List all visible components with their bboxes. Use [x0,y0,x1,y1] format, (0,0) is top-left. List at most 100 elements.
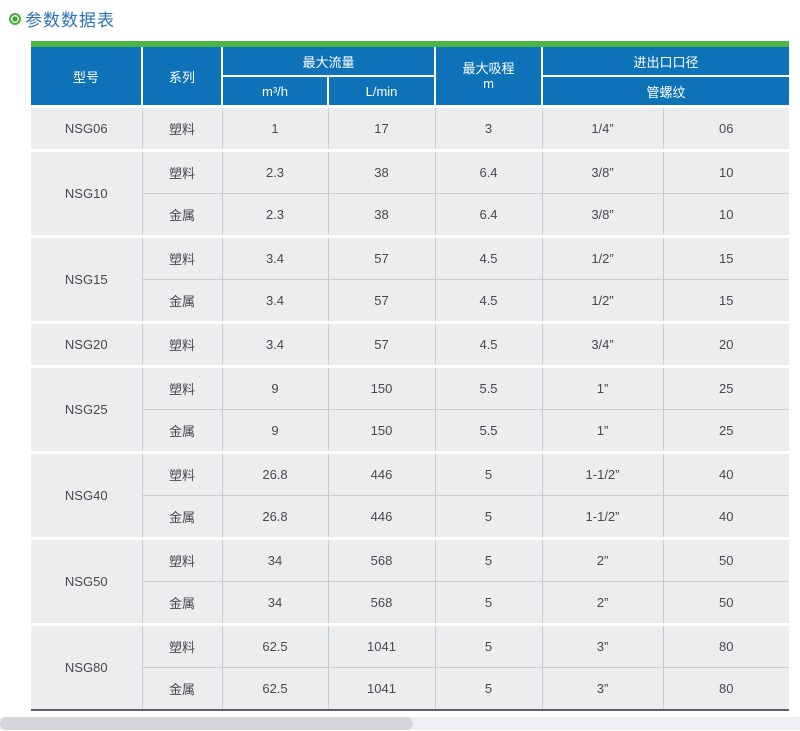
flow-m3h-cell: 62.5 [222,623,329,668]
flow-m3h-cell: 2.3 [222,193,329,237]
table-body: NSG06 塑料 1 17 3 1/4” 06 NSG10 塑料 2.3 38 … [31,105,790,710]
header-row-1: 型号 系列 最大流量 最大吸程 m 进出口口径 [31,47,790,107]
max-suction-label: 最大吸程 [462,61,515,76]
series-cell: 金属 [142,667,223,710]
thread-cell: 3/4” [542,321,664,367]
table-row-nsg50-plastic: NSG50 塑料 34 568 5 2” 50 [31,537,790,625]
code-cell: 40 [663,495,790,539]
thread-cell: 1” [542,365,664,410]
col-header-series: 系列 [142,47,223,107]
code-cell: 15 [663,235,790,280]
thread-cell: 1” [542,409,664,453]
col-header-m3h: m³/h [222,75,329,107]
flow-lmin-cell: 150 [328,409,436,453]
col-header-max-flow: 最大流量 [222,47,437,76]
flow-m3h-cell: 3.4 [222,279,329,323]
code-cell: 25 [663,409,790,453]
flow-m3h-cell: 62.5 [222,667,329,710]
suction-cell: 5 [435,537,543,582]
table-row-nsg40-metal: 金属 26.8 446 5 1-1/2” 40 [31,495,790,539]
code-cell: 06 [663,105,790,151]
thread-cell: 1/2” [542,235,664,280]
series-cell: 塑料 [142,235,223,280]
thread-cell: 2” [542,537,664,582]
suction-cell: 5 [435,667,543,710]
series-cell: 塑料 [142,149,223,194]
series-cell: 金属 [142,409,223,453]
flow-m3h-cell: 1 [222,105,329,151]
col-header-lmin: L/min [328,75,437,107]
thread-cell: 1/2” [542,279,664,323]
horizontal-scrollbar-thumb[interactable] [0,717,413,730]
table-accent-bar [31,41,789,47]
bullet-icon [9,12,21,25]
flow-lmin-cell: 1041 [328,623,436,668]
model-cell: NSG06 [31,105,143,151]
flow-lmin-cell: 150 [328,365,436,410]
thread-cell: 1-1/2” [542,451,664,496]
table-row-nsg10-plastic: NSG10 塑料 2.3 38 6.4 3/8” 10 [31,149,790,237]
model-cell: NSG15 [31,235,143,323]
suction-cell: 5 [435,451,543,496]
flow-lmin-cell: 38 [328,193,436,237]
col-header-model: 型号 [31,47,143,107]
model-cell: NSG40 [31,451,143,539]
model-cell: NSG20 [31,321,143,367]
table-row-nsg50-metal: 金属 34 568 5 2” 50 [31,581,790,625]
flow-m3h-cell: 26.8 [222,495,329,539]
table-row-nsg80-plastic: NSG80 塑料 62.5 1041 5 3” 80 [31,623,790,710]
flow-m3h-cell: 9 [222,409,329,453]
flow-m3h-cell: 34 [222,581,329,625]
code-cell: 40 [663,451,790,496]
flow-lmin-cell: 1041 [328,667,436,710]
thread-cell: 1/4” [542,105,664,151]
code-cell: 80 [663,623,790,668]
code-cell: 10 [663,193,790,237]
series-cell: 塑料 [142,537,223,582]
series-cell: 塑料 [142,623,223,668]
model-cell: NSG25 [31,365,143,453]
flow-lmin-cell: 568 [328,581,436,625]
flow-m3h-cell: 9 [222,365,329,410]
parameter-data-table: 型号 系列 最大流量 最大吸程 m 进出口口径 m³/h L/min 管螺纹 N… [31,47,790,711]
col-header-max-suction: 最大吸程 m [435,47,544,107]
model-cell: NSG80 [31,623,143,710]
flow-m3h-cell: 3.4 [222,235,329,280]
suction-cell: 5 [435,623,543,668]
table-row-nsg15-plastic: NSG15 塑料 3.4 57 4.5 1/2” 15 [31,235,790,323]
series-cell: 金属 [142,581,223,625]
col-header-port-size: 进出口口径 [542,47,790,76]
code-cell: 10 [663,149,790,194]
code-cell: 80 [663,667,790,710]
model-cell: NSG10 [31,149,143,237]
thread-cell: 3/8” [542,149,664,194]
horizontal-scrollbar[interactable] [0,717,800,730]
thread-cell: 3” [542,667,664,710]
parameter-table-section: 型号 系列 最大流量 最大吸程 m 进出口口径 m³/h L/min 管螺纹 N… [31,41,790,711]
table-header: 型号 系列 最大流量 最大吸程 m 进出口口径 m³/h L/min 管螺纹 [31,47,790,107]
code-cell: 25 [663,365,790,410]
table-row-nsg10-metal: 金属 2.3 38 6.4 3/8” 10 [31,193,790,237]
code-cell: 20 [663,321,790,367]
page-title-text: 参数数据表 [25,11,115,30]
series-cell: 金属 [142,193,223,237]
suction-cell: 4.5 [435,235,543,280]
flow-m3h-cell: 2.3 [222,149,329,194]
thread-cell: 3” [542,623,664,668]
table-row-nsg15-metal: 金属 3.4 57 4.5 1/2” 15 [31,279,790,323]
suction-cell: 5 [435,495,543,539]
flow-m3h-cell: 34 [222,537,329,582]
table-row-nsg06-plastic: NSG06 塑料 1 17 3 1/4” 06 [31,105,790,151]
series-cell: 金属 [142,279,223,323]
flow-lmin-cell: 568 [328,537,436,582]
series-cell: 塑料 [142,321,223,367]
table-row-nsg40-plastic: NSG40 塑料 26.8 446 5 1-1/2” 40 [31,451,790,539]
flow-lmin-cell: 446 [328,451,436,496]
series-cell: 塑料 [142,451,223,496]
flow-lmin-cell: 38 [328,149,436,194]
suction-cell: 5.5 [435,365,543,410]
series-cell: 金属 [142,495,223,539]
suction-cell: 4.5 [435,321,543,367]
flow-lmin-cell: 57 [328,321,436,367]
series-cell: 塑料 [142,105,223,151]
